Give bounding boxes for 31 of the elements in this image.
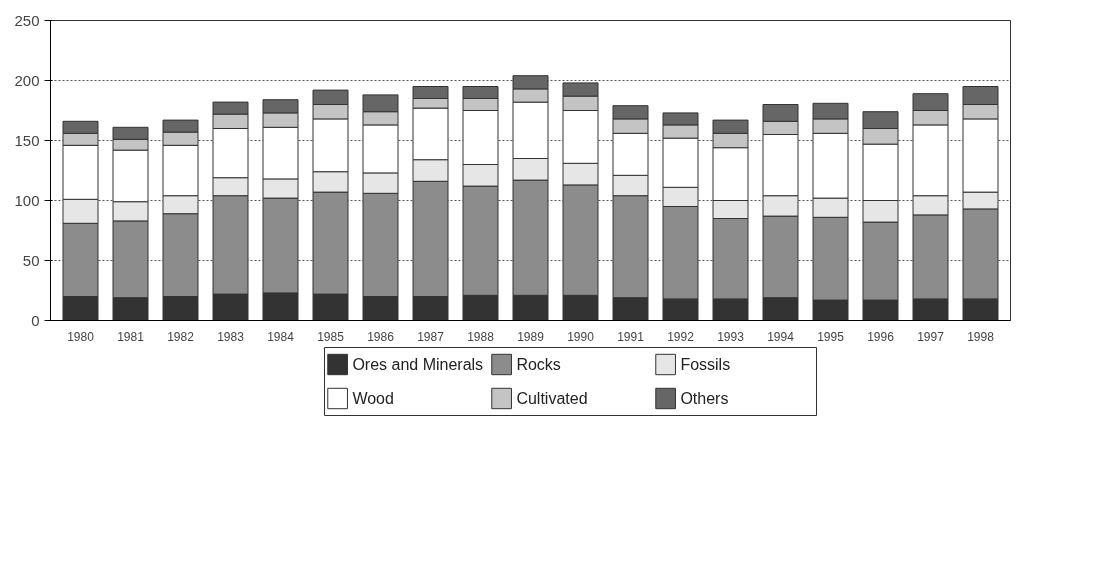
x-tick-label: 1988 [467,329,495,344]
x-tick-label: 1996 [867,329,895,344]
x-tick-label: 1998 [967,329,995,344]
x-tick-label: 1995 [817,329,845,344]
x-tick-label: 1989 [517,329,545,344]
x-tick-label: 1986 [367,329,395,344]
x-tick-label: 1985 [317,329,345,344]
x-tick-label: 1990 [567,329,595,344]
y-tick-label: 100 [14,191,40,209]
x-tick-label: 1993 [717,329,745,344]
y-tick-label: 200 [14,71,40,89]
y-tick-label: 50 [22,251,40,269]
x-tick-label: 1982 [167,329,195,344]
y-tick-label: 150 [14,131,40,149]
legend-label: Others [680,390,729,407]
legend-label: Wood [352,390,394,407]
legend-label: Ores and Minerals [352,356,484,373]
x-tick-label: 1981 [117,329,145,344]
x-tick-label: 1984 [267,329,295,344]
x-tick-label: 1992 [667,329,695,344]
y-tick-label: 250 [14,11,40,29]
x-tick-label: 1987 [417,329,445,344]
legend-label: Rocks [516,356,561,373]
x-tick-label: 1994 [767,329,795,344]
legend-label: Cultivated [516,390,588,407]
legend-label: Fossils [680,356,731,373]
x-tick-label: 1980 [67,329,95,344]
x-tick-label: 1983 [217,329,245,344]
x-tick-label: 1997 [917,329,945,344]
y-tick-label: 0 [31,311,40,329]
x-tick-label: 1991 [617,329,645,344]
